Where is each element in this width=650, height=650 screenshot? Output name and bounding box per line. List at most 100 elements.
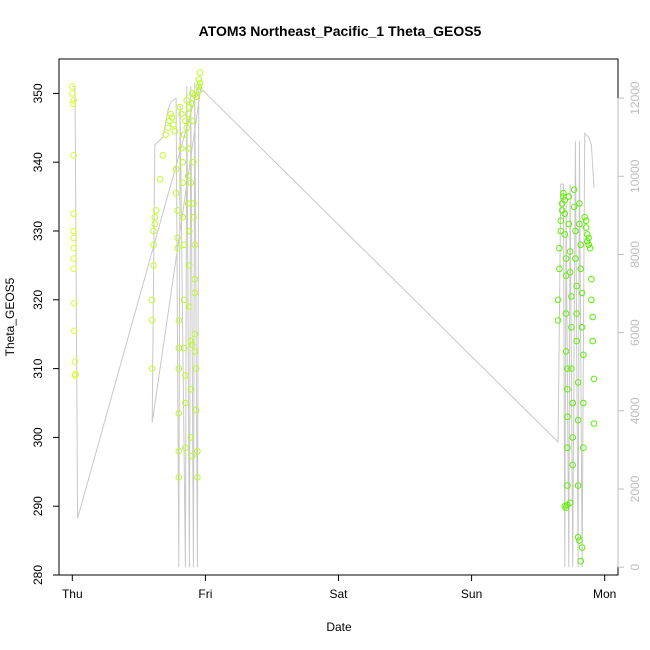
- theta-point: [148, 317, 156, 324]
- theta-point: [182, 117, 189, 125]
- y2-tick-label: 6000: [628, 319, 642, 346]
- theta-point: [180, 344, 188, 352]
- theta-point: [577, 241, 585, 249]
- theta-point: [171, 127, 179, 135]
- y-tick-label: 300: [31, 427, 45, 447]
- theta-point: [175, 410, 183, 417]
- theta-point: [556, 244, 563, 252]
- theta-point: [176, 103, 184, 111]
- theta-point: [183, 124, 191, 132]
- x-tick-label: Fri: [198, 587, 212, 601]
- x-axis-label: Date: [326, 620, 352, 634]
- theta-point: [565, 220, 573, 228]
- theta-point: [557, 227, 565, 235]
- theta-point: [182, 399, 189, 407]
- y-tick-label: 330: [31, 221, 45, 241]
- theta-point: [574, 482, 582, 489]
- y-tick-label: 340: [31, 152, 45, 172]
- y2-tick-label: 4000: [628, 397, 642, 424]
- theta-point: [150, 262, 157, 269]
- theta-point: [578, 289, 586, 297]
- theta-point: [588, 275, 595, 283]
- theta-point: [71, 299, 78, 307]
- chart-title: ATOM3 Northeast_Pacific_1 Theta_GEOS5: [199, 23, 482, 39]
- theta-point: [162, 131, 169, 138]
- theta-point: [568, 365, 575, 372]
- theta-point: [566, 248, 574, 255]
- theta-point: [188, 341, 196, 348]
- theta-point: [150, 241, 157, 249]
- theta-point: [196, 79, 204, 87]
- x-tick-label: Mon: [593, 587, 616, 601]
- theta-point: [576, 537, 583, 544]
- theta-point: [178, 110, 185, 118]
- y-tick-label: 290: [31, 496, 45, 516]
- theta-point: [174, 244, 181, 252]
- theta-point: [569, 434, 577, 441]
- theta-point: [569, 461, 577, 469]
- theta-point: [72, 370, 79, 378]
- theta-point: [174, 234, 181, 242]
- theta-point: [156, 176, 164, 183]
- x-tick-label: Sun: [461, 587, 482, 601]
- y2-tick-label: 8000: [628, 241, 642, 268]
- theta-point: [175, 365, 183, 372]
- theta-point: [170, 121, 177, 128]
- theta-point: [580, 351, 587, 359]
- theta-point: [584, 231, 591, 238]
- theta-point: [195, 76, 203, 83]
- theta-point: [172, 189, 180, 197]
- theta-point: [179, 179, 187, 187]
- y2-tick-label: 12000: [628, 81, 642, 115]
- theta-point: [70, 97, 77, 104]
- theta-point: [70, 210, 77, 218]
- theta-point: [576, 220, 583, 228]
- theta-point: [186, 227, 193, 235]
- theta-point: [561, 196, 569, 204]
- theta-point: [576, 200, 583, 207]
- theta-point: [584, 238, 591, 245]
- theta-point: [582, 217, 590, 224]
- theta-point: [70, 152, 77, 159]
- theta-point: [554, 296, 562, 304]
- theta-point: [192, 406, 200, 414]
- theta-point: [580, 399, 587, 407]
- theta-point: [192, 365, 200, 372]
- theta-point: [151, 220, 159, 228]
- theta-point: [196, 69, 204, 77]
- y2-tick-label: 0: [628, 564, 642, 571]
- theta-point: [566, 269, 574, 276]
- theta-point: [577, 265, 585, 273]
- theta-point: [573, 337, 581, 345]
- theta-point: [572, 255, 579, 262]
- x-tick-label: Thu: [62, 587, 83, 601]
- theta-point: [564, 365, 571, 372]
- theta-point: [183, 97, 191, 104]
- theta-point: [175, 317, 183, 324]
- theta-point: [574, 379, 582, 386]
- theta-point: [574, 533, 582, 541]
- theta-point: [589, 337, 597, 345]
- theta-point: [585, 234, 593, 242]
- theta-point: [194, 447, 201, 455]
- theta-point: [175, 344, 183, 352]
- theta-point: [573, 310, 581, 317]
- theta-point: [69, 90, 76, 97]
- theta-point: [570, 203, 578, 211]
- theta-point: [184, 145, 192, 152]
- theta-point: [182, 444, 189, 452]
- theta-point: [580, 444, 587, 452]
- plot-frame: [58, 58, 619, 576]
- theta-point: [196, 86, 203, 94]
- theta-point: [191, 348, 199, 355]
- theta-point: [569, 399, 577, 407]
- theta-point: [564, 413, 571, 421]
- theta-point: [70, 227, 77, 235]
- theta-point: [588, 296, 595, 304]
- theta-point: [192, 93, 200, 101]
- theta-point: [561, 210, 569, 218]
- theta-point: [184, 172, 192, 180]
- theta-point: [179, 158, 187, 166]
- theta-point: [570, 186, 578, 193]
